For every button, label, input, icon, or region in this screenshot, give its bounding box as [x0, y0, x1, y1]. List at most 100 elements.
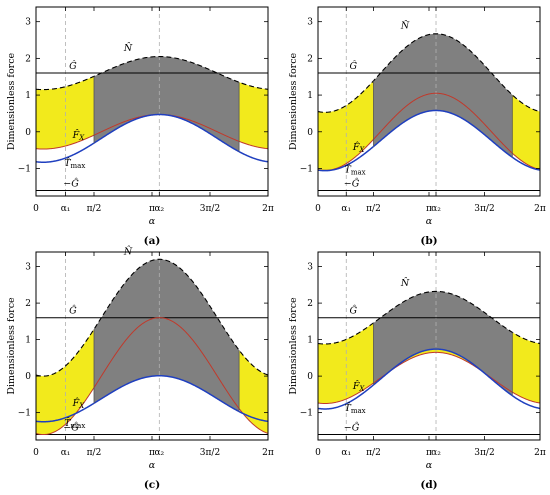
T-label: T̂max — [345, 164, 366, 177]
y-tick-label: −1 — [300, 409, 313, 419]
x-tick-label: 2π — [262, 204, 274, 214]
N-curve — [36, 258, 268, 377]
y-axis-label: Dimensionless force — [6, 52, 17, 150]
x-tick-label: 3π/2 — [200, 204, 220, 214]
y-tick-label: 0 — [307, 372, 313, 382]
F-label: F̂X — [352, 380, 366, 393]
neg-G-label: −Ĝ — [63, 177, 79, 189]
panel-caption: (d) — [420, 479, 437, 491]
gray-region — [373, 33, 513, 158]
T-label: T̂max — [64, 157, 85, 170]
T-curve-mid — [373, 348, 513, 397]
y-tick-label: 0 — [25, 128, 31, 138]
x-axis-label: α — [149, 216, 156, 227]
chart-panel-3: 0 α₁ π/2 π α₂ 3π/2 2π 3 2 1 0 −1 α Dimensionless forc… — [6, 246, 274, 491]
G-label: Ĝ — [69, 305, 77, 317]
x-tick-label: 3π/2 — [474, 204, 494, 214]
T-curve-left — [318, 145, 374, 172]
x-tick-label: π/2 — [87, 448, 102, 458]
T-curve-left — [36, 402, 95, 423]
N-label: N̂ — [400, 20, 410, 32]
yellow-region-right — [512, 94, 540, 170]
F-label: F̂X — [72, 397, 86, 410]
y-tick-label: 0 — [307, 128, 313, 138]
panel-caption: (b) — [420, 235, 437, 247]
y-tick-label: −1 — [300, 164, 313, 174]
y-tick-label: 1 — [307, 91, 313, 101]
y-axis-label: Dimensionless force — [6, 297, 17, 395]
x-tick-label: 2π — [534, 204, 546, 214]
N-curve — [318, 290, 540, 345]
y-tick-label: −1 — [18, 164, 31, 174]
x-tick-label: α₁ — [61, 448, 71, 458]
y-tick-label: 3 — [307, 18, 313, 28]
x-tick-label: π — [149, 448, 155, 458]
yellow-region-left — [36, 76, 94, 150]
x-tick-label: α₁ — [61, 204, 71, 214]
T-label: T̂max — [64, 417, 85, 430]
x-tick-label: 3π/2 — [200, 448, 220, 458]
y-tick-label: 2 — [307, 54, 313, 64]
N-label: N̂ — [123, 246, 133, 258]
yellow-region-left — [318, 80, 374, 171]
y-tick-label: 2 — [307, 299, 313, 309]
neg-G-label: −Ĝ — [344, 422, 360, 434]
y-tick-label: 1 — [307, 336, 313, 346]
F-label: F̂X — [72, 129, 86, 142]
gray-region — [94, 259, 240, 412]
T-label: T̂max — [345, 402, 366, 415]
x-tick-label: 2π — [262, 448, 274, 458]
F-label: F̂X — [352, 141, 366, 154]
T-curve-left — [36, 142, 95, 163]
yellow-region-right — [239, 350, 268, 434]
x-tick-label: π/2 — [366, 448, 381, 458]
x-tick-label: α₁ — [341, 448, 351, 458]
yellow-region-left — [318, 322, 374, 404]
x-tick-label: 0 — [315, 204, 321, 214]
x-axis-label: α — [149, 460, 156, 471]
chart-panel-2: 0 α₁ π/2 π α₂ 3π/2 2π 3 2 1 0 −1 α Dimensionless forc… — [288, 6, 546, 247]
y-tick-label: −1 — [18, 409, 31, 419]
x-tick-label: α₂ — [154, 448, 164, 458]
T-curve-mid — [373, 109, 513, 158]
x-tick-label: π/2 — [87, 204, 102, 214]
neg-G-label: −Ĝ — [344, 177, 360, 189]
y-tick-label: 0 — [25, 372, 31, 382]
plot-area — [36, 7, 268, 196]
G-label: Ĝ — [350, 305, 358, 317]
panel-caption: (c) — [144, 479, 160, 491]
y-tick-label: 3 — [25, 18, 31, 28]
F-curve — [318, 92, 540, 171]
yellow-region-right — [512, 332, 540, 403]
gray-region — [373, 291, 513, 396]
yellow-region-right — [239, 82, 268, 149]
x-tick-label: 0 — [33, 448, 39, 458]
x-tick-label: 3π/2 — [474, 448, 494, 458]
neg-G-label: −Ĝ — [63, 422, 79, 434]
gray-region — [94, 56, 240, 152]
N-label: N̂ — [400, 277, 410, 289]
y-axis-label: Dimensionless force — [288, 52, 299, 150]
x-tick-label: α₂ — [431, 204, 441, 214]
x-tick-label: 0 — [33, 204, 39, 214]
N-label: N̂ — [123, 42, 133, 54]
y-tick-label: 1 — [25, 336, 31, 346]
y-tick-label: 3 — [307, 263, 313, 273]
panel-caption: (a) — [144, 235, 161, 247]
G-label: Ĝ — [69, 60, 77, 72]
x-tick-label: α₂ — [431, 448, 441, 458]
F-curve — [318, 351, 540, 405]
x-tick-label: 2π — [534, 448, 546, 458]
plot-area — [318, 252, 540, 440]
chart-panel-1: 0 α₁ π/2 π α₂ 3π/2 2π 3 2 1 0 −1 α Dimensionless forc… — [6, 6, 274, 247]
T-curve-mid — [93, 113, 240, 153]
x-tick-label: α₁ — [341, 204, 351, 214]
x-tick-label: π — [426, 204, 432, 214]
T-curve-right — [511, 395, 540, 410]
N-curve — [36, 55, 268, 91]
T-curve-right — [238, 410, 268, 423]
x-tick-label: π/2 — [366, 204, 381, 214]
x-axis-label: α — [426, 216, 433, 227]
y-tick-label: 2 — [25, 54, 31, 64]
